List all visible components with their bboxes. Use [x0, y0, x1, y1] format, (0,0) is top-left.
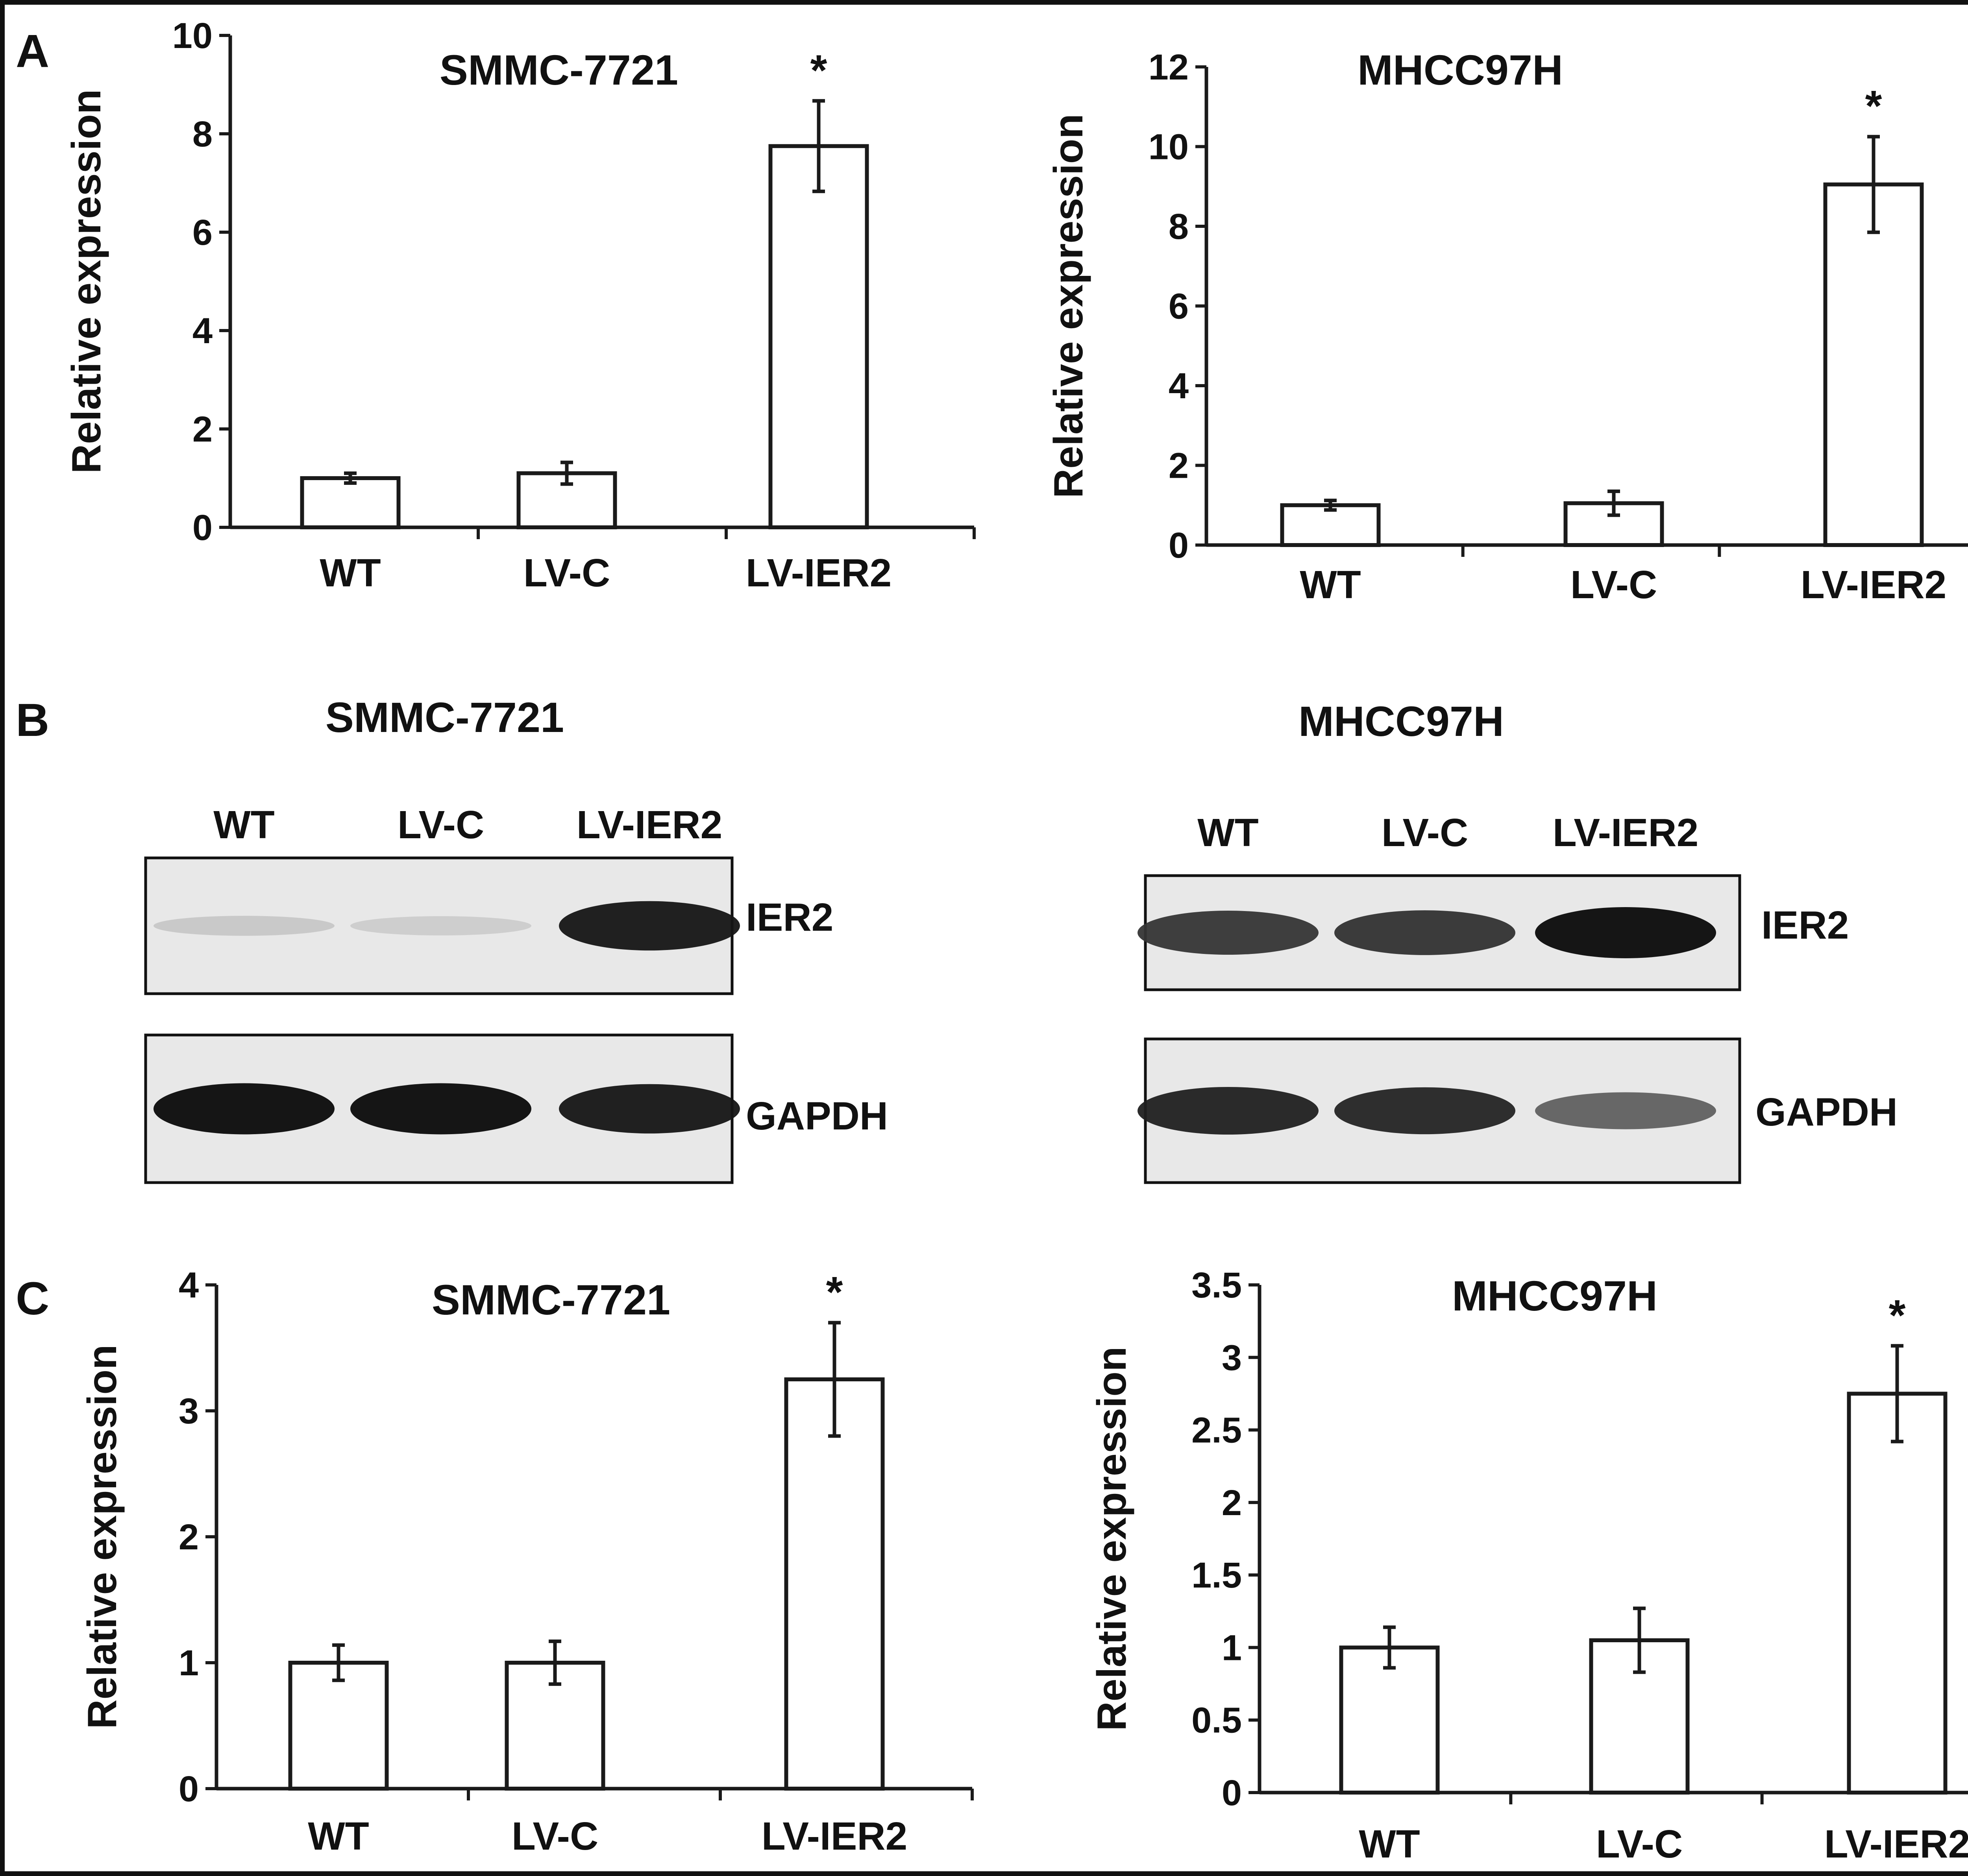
y-tick-label: 1.5: [1191, 1555, 1242, 1595]
lane-label: LV-C: [1382, 811, 1468, 855]
y-tick-label: 1: [179, 1643, 199, 1683]
y-tick-label: 4: [192, 311, 213, 351]
x-category-label: LV-C: [512, 1814, 598, 1858]
y-tick-label: 4: [179, 1265, 199, 1305]
lane-label: LV-IER2: [1553, 811, 1698, 855]
bar-lv-ier2: [784, 1377, 885, 1791]
significance-marker: *: [1865, 82, 1882, 130]
chart-a-mhcc97h: MHCC97H Relative expression 0 2 4 6 8 10 12 WT LV-…: [1046, 46, 1968, 607]
x-category-label: WT: [1359, 1822, 1420, 1866]
y-tick-label: 8: [1169, 207, 1189, 247]
blot-band: [1535, 907, 1716, 958]
y-tick-label: 4: [1169, 366, 1189, 406]
lane-label: LV-C: [398, 803, 484, 847]
lane-label: LV-IER2: [577, 803, 722, 847]
blot-mhcc97h: MHCC97H WT LV-C LV-IER2 IER2 GAPDH: [1138, 697, 1898, 1184]
y-tick-label: 2: [1222, 1483, 1242, 1523]
blot-band: [1138, 911, 1319, 955]
y-tick-label: 0: [1169, 525, 1189, 566]
y-tick-label: 3: [179, 1391, 199, 1431]
chart-a-smmc7721: SMMC-7721 Relative expression 0 2 4 6 8 10 WT LV-…: [64, 16, 976, 595]
bar-lv-ier2: [1847, 1392, 1948, 1795]
x-category-label: LV-C: [1570, 563, 1657, 607]
blot-band: [1334, 1087, 1515, 1135]
x-category-label: LV-IER2: [746, 551, 892, 595]
significance-marker: *: [810, 46, 827, 94]
x-category-label: WT: [1300, 563, 1361, 607]
y-tick-label: 0.5: [1191, 1700, 1242, 1741]
bar-wt: [300, 476, 401, 529]
y-tick-label: 10: [172, 16, 213, 56]
y-axis-label: Relative expression: [64, 89, 109, 474]
y-axis-label: Relative expression: [1046, 114, 1091, 498]
band-label: GAPDH: [746, 1094, 888, 1138]
blot-band: [1535, 1092, 1716, 1129]
band-label: IER2: [1761, 903, 1849, 947]
blot-band: [350, 1083, 531, 1135]
significance-marker: *: [1889, 1291, 1906, 1340]
panel-letter-b: B: [16, 694, 49, 746]
x-category-label: LV-IER2: [1824, 1822, 1968, 1866]
band-label: GAPDH: [1755, 1090, 1898, 1134]
significance-marker: *: [826, 1268, 843, 1316]
blot-band: [1334, 910, 1515, 955]
chart-c-mhcc97h: MHCC97H Relative expression 0 0.5 1 1.5 2 2.5 3 3…: [1089, 1265, 1968, 1866]
blot-band: [154, 916, 335, 936]
x-category-label: LV-IER2: [1801, 563, 1946, 607]
bar-wt: [1280, 503, 1381, 547]
y-tick-label: 0: [179, 1769, 199, 1809]
blot-band: [154, 1083, 335, 1135]
blot-band: [350, 916, 531, 935]
y-tick-label: 3.5: [1191, 1265, 1242, 1305]
y-tick-label: 2.5: [1191, 1410, 1242, 1451]
y-tick-label: 0: [192, 508, 213, 548]
blot-title: MHCC97H: [1298, 697, 1504, 745]
blot-band: [559, 901, 740, 951]
y-tick-label: 0: [1222, 1773, 1242, 1813]
y-tick-label: 2: [1169, 446, 1189, 486]
y-tick-label: 2: [192, 409, 213, 449]
y-tick-label: 8: [192, 114, 213, 154]
x-category-label: LV-IER2: [762, 1814, 907, 1858]
chart-title: SMMC-7721: [440, 46, 678, 94]
y-axis-label: Relative expression: [80, 1345, 125, 1729]
y-tick-label: 2: [179, 1517, 199, 1557]
y-tick-label: 10: [1149, 127, 1189, 167]
y-tick-label: 3: [1222, 1338, 1242, 1378]
y-tick-label: 6: [192, 213, 213, 253]
blot-title: SMMC-7721: [326, 693, 564, 741]
x-category-label: WT: [320, 551, 381, 595]
blot-smmc7721: SMMC-7721 WT LV-C LV-IER2 IER2 GAPDH: [144, 693, 888, 1184]
x-category-label: WT: [308, 1814, 369, 1858]
y-tick-label: 6: [1169, 286, 1189, 327]
bar-lv-ier2: [1823, 182, 1924, 547]
bar-lv-ier2: [768, 144, 869, 529]
blot-band: [559, 1084, 740, 1134]
x-category-label: LV-C: [523, 551, 610, 595]
bar-wt: [288, 1661, 389, 1791]
y-tick-label: 12: [1149, 47, 1189, 87]
x-category-label: LV-C: [1596, 1822, 1683, 1866]
lane-label: WT: [213, 803, 274, 847]
y-axis-label: Relative expression: [1089, 1347, 1135, 1731]
panel-letter-c: C: [16, 1273, 49, 1325]
band-label: IER2: [746, 895, 833, 939]
chart-c-smmc7721: SMMC-7721 Relative expression 0 1 2 3 4 WT LV-C *…: [80, 1265, 974, 1858]
panel-letter-a: A: [16, 25, 49, 77]
chart-title: MHCC97H: [1358, 46, 1563, 94]
lane-label: WT: [1197, 811, 1258, 855]
chart-title: SMMC-7721: [432, 1276, 670, 1323]
blot-band: [1138, 1087, 1319, 1135]
chart-title: MHCC97H: [1452, 1272, 1657, 1320]
y-tick-label: 1: [1222, 1628, 1242, 1668]
